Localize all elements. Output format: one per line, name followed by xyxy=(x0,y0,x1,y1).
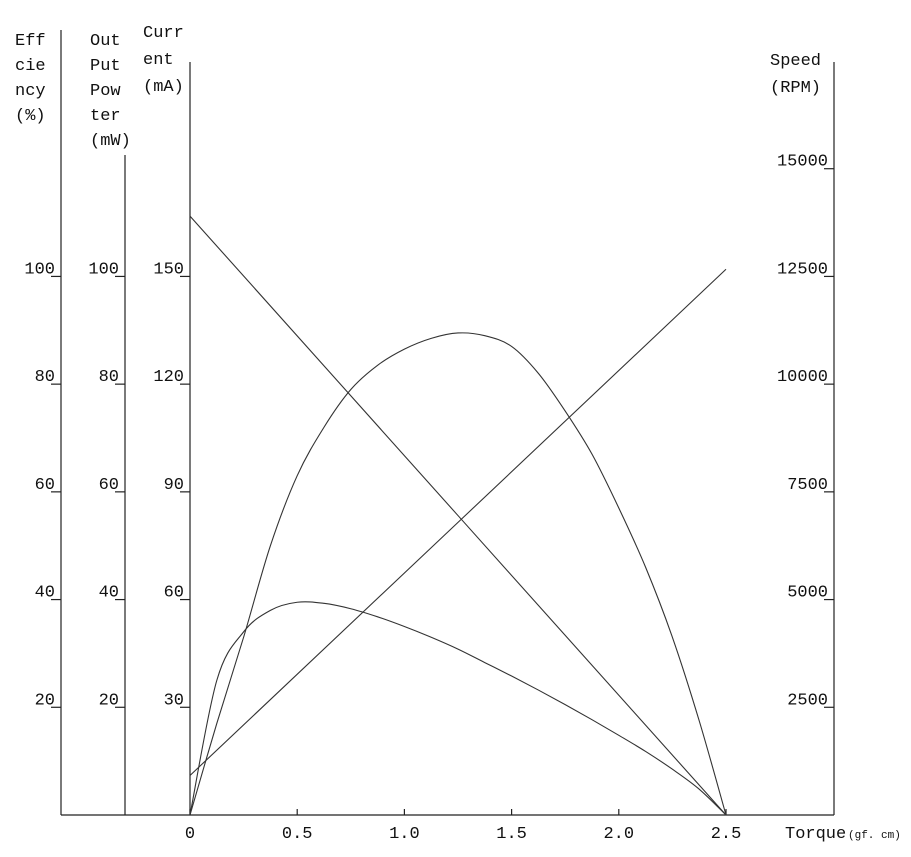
series-line xyxy=(189,332,727,816)
y-tick-label: 100 xyxy=(88,260,119,279)
y-tick-label: 40 xyxy=(99,584,119,603)
y-tick-label: 60 xyxy=(164,584,184,603)
y-axis-title: Speed xyxy=(770,52,821,71)
y-tick-label: 150 xyxy=(153,260,184,279)
y-tick-label: 5000 xyxy=(787,584,828,603)
series-line xyxy=(189,268,727,776)
x-axis-unit: (gf. cm) xyxy=(848,830,901,842)
y-tick-label: 10000 xyxy=(777,368,828,387)
y-axis-title: (RPM) xyxy=(770,79,821,98)
y-tick-label: 15000 xyxy=(777,153,828,172)
series-line xyxy=(189,601,727,816)
x-tick-label: 2.5 xyxy=(711,825,742,844)
y-axis-title: ent xyxy=(143,51,174,70)
y-tick-label: 12500 xyxy=(777,260,828,279)
y-tick-label: 80 xyxy=(99,368,119,387)
y-axis-title: ter xyxy=(90,107,121,126)
y-axis-title: (mW) xyxy=(90,132,131,151)
x-tick-label: 0.5 xyxy=(282,825,313,844)
y-axis-title: ncy xyxy=(15,82,46,101)
series-line xyxy=(189,215,727,816)
y-axis-title: (mA) xyxy=(143,78,184,97)
y-tick-label: 7500 xyxy=(787,476,828,495)
y-tick-label: 60 xyxy=(35,476,55,495)
y-tick-label: 20 xyxy=(35,691,55,710)
y-tick-label: 80 xyxy=(35,368,55,387)
y-axis-title: (%) xyxy=(15,107,46,126)
y-tick-label: 30 xyxy=(164,691,184,710)
y-axis-title: cie xyxy=(15,57,46,76)
y-axis-title: Eff xyxy=(15,32,46,51)
y-axis-title: Pow xyxy=(90,82,121,101)
y-tick-label: 90 xyxy=(164,476,184,495)
y-tick-label: 20 xyxy=(99,691,119,710)
x-tick-label: 1.0 xyxy=(389,825,420,844)
y-tick-label: 2500 xyxy=(787,691,828,710)
x-tick-label: 1.5 xyxy=(496,825,527,844)
y-axis-title: Curr xyxy=(143,24,184,43)
y-axis-title: Out xyxy=(90,32,121,51)
x-axis-label: Torque xyxy=(785,825,846,844)
y-tick-label: 120 xyxy=(153,368,184,387)
y-tick-label: 60 xyxy=(99,476,119,495)
y-tick-label: 100 xyxy=(24,260,55,279)
y-axis-title: Put xyxy=(90,57,121,76)
y-tick-label: 40 xyxy=(35,584,55,603)
x-tick-label: 2.0 xyxy=(603,825,634,844)
x-tick-label: 0 xyxy=(185,825,195,844)
